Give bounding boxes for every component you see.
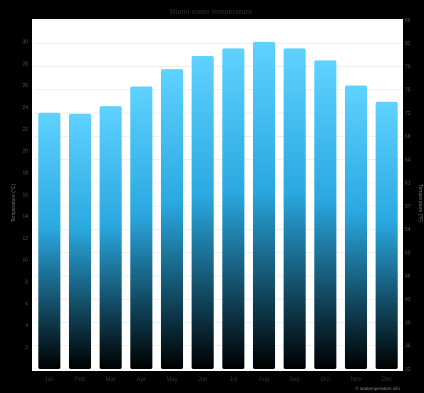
y-axis-right-ticks: 32 36 39 43 46 50 54 57 61 64 68 72 75 79 82 86 [405, 18, 411, 373]
x-tick-label: Jul [229, 377, 237, 383]
x-tick-label: Dec [381, 377, 392, 383]
x-tick-label: Mar [105, 377, 115, 383]
chart-title: Miami water temperature [170, 9, 253, 16]
bar-feb [68, 113, 92, 369]
grid-lines [34, 19, 402, 370]
bar-aug [252, 41, 276, 369]
bar-sep [283, 48, 306, 369]
y-left-tick-label: 14 [22, 214, 28, 220]
y-right-tick-label: 79 [405, 64, 411, 70]
y-left-tick-label: 22 [22, 127, 28, 133]
bar-dec [375, 101, 398, 369]
y-right-tick-label: 82 [405, 41, 411, 47]
y-right-tick-label: 86 [405, 18, 411, 24]
y-right-tick-label: 50 [405, 250, 411, 256]
y-axis-label-right: Temperature (°F) [417, 184, 423, 222]
x-axis-labels: Jan Feb Mar Apr May Jun Jul Aug Sep Oct Nov Dec [44, 377, 392, 383]
x-tick-label: Aug [259, 377, 270, 383]
y-right-tick-label: 54 [405, 227, 411, 233]
y-right-tick-label: 64 [405, 157, 411, 163]
y-left-tick-label: 12 [22, 236, 28, 242]
bar-mar [99, 106, 122, 370]
bars [38, 41, 398, 370]
y-left-tick-label: 6 [25, 301, 28, 307]
y-right-tick-label: 68 [405, 134, 411, 140]
y-left-tick-label: 4 [25, 323, 28, 329]
bar-jul [222, 48, 245, 369]
bar-nov [344, 85, 368, 369]
y-right-tick-label: 39 [405, 320, 411, 326]
y-left-tick-label: 2 [25, 345, 28, 351]
plot-area [32, 19, 403, 371]
bar-apr [130, 86, 153, 369]
x-tick-label: Nov [351, 377, 362, 383]
bar-oct [314, 60, 337, 370]
x-tick-label: Feb [75, 377, 86, 383]
y-left-tick-label: 10 [22, 258, 28, 264]
y-right-tick-label: 75 [405, 88, 411, 94]
y-right-tick-label: 36 [405, 344, 411, 350]
y-right-tick-label: 43 [405, 297, 411, 303]
x-tick-label: May [166, 377, 177, 383]
y-right-tick-label: 46 [405, 274, 411, 280]
y-right-tick-label: 61 [405, 181, 411, 187]
y-left-tick-label: 30 [22, 40, 28, 46]
y-left-tick-label: 26 [22, 83, 28, 89]
y-left-tick-label: 24 [22, 105, 28, 111]
y-right-tick-label: 72 [405, 111, 411, 117]
x-tick-label: Sep [289, 377, 300, 383]
x-tick-label: Jan [44, 377, 54, 383]
y-left-tick-label: 28 [22, 61, 28, 67]
bar-jan [38, 112, 61, 369]
y-left-tick-label: 16 [22, 192, 28, 198]
y-left-tick-label: 20 [22, 149, 28, 155]
y-left-tick-label: 8 [25, 280, 28, 286]
y-axis-label-left: Temperature (°C) [11, 183, 17, 222]
y-right-tick-label: 57 [405, 204, 411, 210]
x-tick-label: Jun [198, 377, 208, 383]
bar-jun [191, 55, 214, 369]
y-right-tick-label: 32 [405, 367, 411, 373]
x-tick-label: Apr [137, 377, 146, 383]
y-left-tick-label: 18 [22, 170, 28, 176]
x-tick-label: Oct [321, 377, 331, 383]
bar-may [160, 69, 184, 369]
credit-text: © seatemperature.info [355, 385, 400, 391]
